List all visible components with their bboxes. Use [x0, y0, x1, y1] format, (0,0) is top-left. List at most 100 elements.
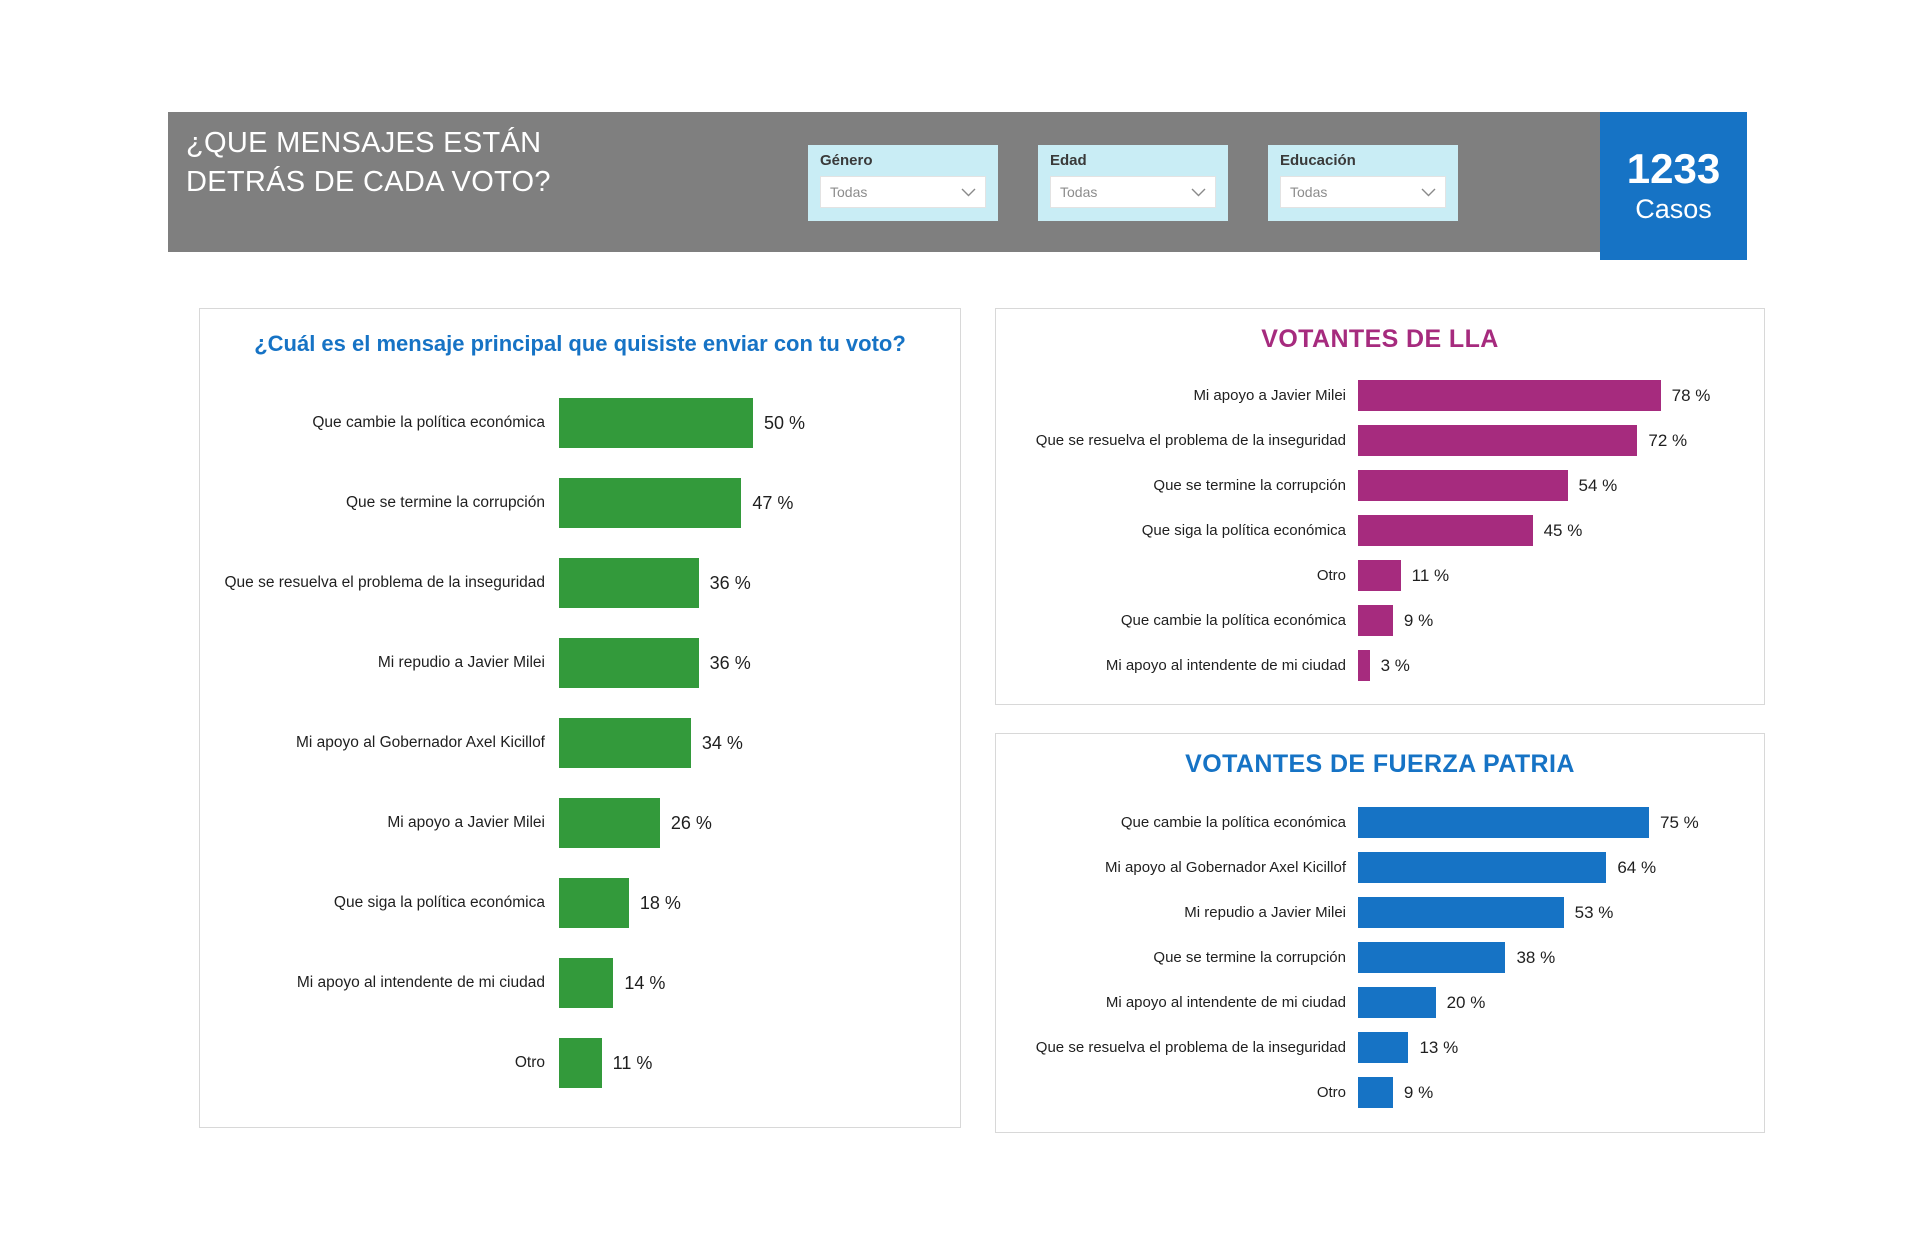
bar-category-label: Mi apoyo al intendente de mi ciudad	[296, 974, 545, 991]
bar-value-label: 50 %	[764, 412, 806, 433]
bar-value-label: 11 %	[1411, 565, 1450, 585]
chart-row: Mi apoyo al intendente de mi ciudad 14 %	[200, 943, 960, 1023]
chart-card-votantes-lla: VOTANTES DE LLA Mi apoyo a Javier Milei 7…	[995, 308, 1765, 705]
bar[interactable]	[1358, 380, 1661, 411]
bar[interactable]	[1358, 650, 1370, 681]
bar-category-label: Que se termine la corrupción	[1153, 477, 1346, 494]
bar[interactable]	[559, 798, 660, 848]
chart-row: Mi apoyo al Gobernador Axel Kicillof 34 %	[200, 703, 960, 783]
chart-row: Mi repudio a Javier Milei 53 %	[996, 890, 1764, 935]
bar-value-label: 34 %	[701, 732, 743, 753]
bar-category-label: Mi apoyo al Gobernador Axel Kicillof	[1105, 859, 1346, 876]
page-title: ¿QUE MENSAJES ESTÁN DETRÁS DE CADA VOTO?	[186, 124, 551, 202]
bar[interactable]	[559, 718, 691, 768]
bar-value-label: 38 %	[1516, 947, 1556, 967]
chart-row: Mi apoyo a Javier Milei 78 %	[996, 373, 1764, 418]
filter-educacion: Educación Todas	[1268, 145, 1458, 221]
bar-category-label: Otro	[1316, 1084, 1346, 1101]
bar-category-label: Mi apoyo a Javier Milei	[387, 814, 545, 831]
bar-value-label: 64 %	[1617, 857, 1657, 877]
bar[interactable]	[559, 878, 629, 928]
page-title-line1: ¿QUE MENSAJES ESTÁN	[186, 127, 542, 159]
bar-category-label: Que se termine la corrupción	[1153, 949, 1346, 966]
bar[interactable]	[1358, 470, 1568, 501]
chart-row: Mi apoyo al Gobernador Axel Kicillof 64 %	[996, 845, 1764, 890]
bar-value-label: 26 %	[670, 812, 712, 833]
bar[interactable]	[1358, 807, 1649, 838]
bar-category-label: Mi apoyo al intendente de mi ciudad	[1105, 994, 1346, 1011]
bar[interactable]	[559, 398, 753, 448]
bar-value-label: 45 %	[1543, 520, 1583, 540]
chart-row: Que siga la política económica 18 %	[200, 863, 960, 943]
bar-value-label: 36 %	[709, 652, 751, 673]
chart-row: Mi apoyo al intendente de mi ciudad 20 %	[996, 980, 1764, 1025]
chart-row: Que cambie la política económica 50 %	[200, 383, 960, 463]
bar-value-label: 54 %	[1578, 475, 1618, 495]
bar-category-label: Mi apoyo al Gobernador Axel Kicillof	[296, 734, 545, 751]
bar-category-label: Mi apoyo al intendente de mi ciudad	[1105, 657, 1346, 674]
chart-row: Que cambie la política económica 9 %	[996, 598, 1764, 643]
chart-row: Que cambie la política económica 75 %	[996, 800, 1764, 845]
chevron-down-icon	[961, 184, 976, 200]
bar[interactable]	[1358, 605, 1393, 636]
bar[interactable]	[1358, 987, 1436, 1018]
chart-title: ¿Cuál es el mensaje principal que quisis…	[254, 331, 906, 356]
bar-value-label: 20 %	[1446, 992, 1486, 1012]
bar[interactable]	[1358, 560, 1401, 591]
filter-genero-label: Género	[820, 152, 873, 169]
bar-category-label: Que cambie la política económica	[1120, 814, 1346, 831]
filter-educacion-value: Todas	[1290, 184, 1328, 200]
chart-card-mensaje-principal: ¿Cuál es el mensaje principal que quisis…	[199, 308, 961, 1128]
filter-genero: Género Todas	[808, 145, 998, 221]
bar-category-label: Mi apoyo a Javier Milei	[1193, 387, 1346, 404]
kpi-card: 1233 Casos	[1600, 112, 1747, 260]
bar[interactable]	[559, 558, 699, 608]
bar-value-label: 53 %	[1574, 902, 1614, 922]
chart-row: Que se termine la corrupción 38 %	[996, 935, 1764, 980]
report-header: ¿QUE MENSAJES ESTÁN DETRÁS DE CADA VOTO?…	[168, 112, 1600, 252]
filter-bar: Género Todas Edad Todas Educ	[808, 145, 1458, 221]
bar[interactable]	[559, 638, 699, 688]
chart-row: Que siga la política económica 45 %	[996, 508, 1764, 553]
bar-category-label: Que cambie la política económica	[312, 414, 545, 431]
bar[interactable]	[559, 958, 614, 1008]
bar[interactable]	[559, 478, 742, 528]
chart-card-votantes-fuerza-patria: VOTANTES DE FUERZA PATRIA Que cambie la …	[995, 733, 1765, 1133]
chevron-down-icon	[1421, 184, 1436, 200]
bar-value-label: 18 %	[639, 892, 681, 913]
bar-category-label: Que se termine la corrupción	[345, 494, 545, 511]
bar[interactable]	[559, 1038, 602, 1088]
page-title-line2: DETRÁS DE CADA VOTO?	[186, 166, 551, 198]
chart-rows: Que cambie la política económica 50 % Que …	[200, 383, 960, 1103]
bar[interactable]	[1358, 1032, 1409, 1063]
bar-value-label: 36 %	[709, 572, 751, 593]
filter-genero-dropdown[interactable]: Todas	[820, 176, 986, 208]
bar[interactable]	[1358, 1077, 1393, 1108]
chart-row: Que se resuelva el problema de la insegu…	[200, 543, 960, 623]
chart-row: Que se resuelva el problema de la insegu…	[996, 418, 1764, 463]
bar-category-label: Que siga la política económica	[333, 894, 545, 911]
bar[interactable]	[1358, 897, 1564, 928]
kpi-label: Casos	[1635, 194, 1712, 224]
chart-row: Otro 11 %	[200, 1023, 960, 1103]
filter-edad-dropdown[interactable]: Todas	[1050, 176, 1216, 208]
filter-educacion-dropdown[interactable]: Todas	[1280, 176, 1446, 208]
chevron-down-icon	[1191, 184, 1206, 200]
bar[interactable]	[1358, 425, 1638, 456]
bar[interactable]	[1358, 942, 1506, 973]
bar-value-label: 78 %	[1671, 385, 1711, 405]
chart-rows: Mi apoyo a Javier Milei 78 % Que se resuel…	[996, 373, 1764, 688]
filter-edad: Edad Todas	[1038, 145, 1228, 221]
filter-educacion-label: Educación	[1280, 152, 1356, 169]
chart-rows: Que cambie la política económica 75 % Mi a…	[996, 800, 1764, 1115]
chart-title: VOTANTES DE LLA	[1261, 325, 1499, 353]
bar-category-label: Que se resuelva el problema de la insegu…	[224, 574, 545, 591]
bar-category-label: Mi repudio a Javier Milei	[1184, 904, 1346, 921]
chart-row: Otro 9 %	[996, 1070, 1764, 1115]
filter-edad-label: Edad	[1050, 152, 1087, 169]
bar[interactable]	[1358, 515, 1533, 546]
chart-title: VOTANTES DE FUERZA PATRIA	[1185, 750, 1575, 778]
filter-genero-value: Todas	[830, 184, 868, 200]
bar[interactable]	[1358, 852, 1607, 883]
bar-category-label: Que se resuelva el problema de la insegu…	[1035, 1039, 1346, 1056]
